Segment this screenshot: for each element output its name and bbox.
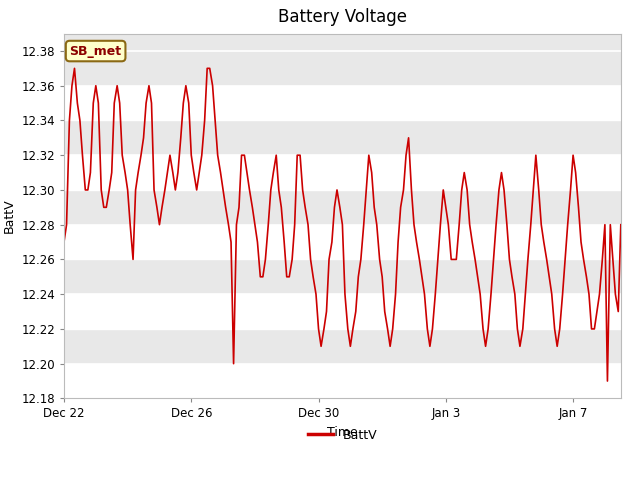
Legend: BattV: BattV — [303, 424, 382, 447]
BattV — [447, 256, 455, 262]
BattV — [278, 204, 285, 210]
BattV — [307, 256, 314, 262]
BattV — [617, 222, 625, 228]
Bar — [64, 364, 621, 398]
BattV — [60, 239, 68, 245]
Bar — [64, 155, 621, 190]
Y-axis label: BattV: BattV — [3, 199, 15, 233]
Bar — [64, 294, 621, 329]
Bar — [64, 225, 621, 259]
Line: BattV: BattV — [64, 68, 621, 381]
Bar — [64, 86, 621, 120]
BattV — [227, 239, 235, 245]
BattV — [79, 152, 86, 158]
BattV — [604, 378, 611, 384]
Text: SB_met: SB_met — [70, 45, 122, 58]
X-axis label: Time: Time — [327, 426, 358, 439]
Title: Battery Voltage: Battery Voltage — [278, 9, 407, 26]
BattV — [566, 187, 574, 193]
BattV — [70, 65, 78, 71]
